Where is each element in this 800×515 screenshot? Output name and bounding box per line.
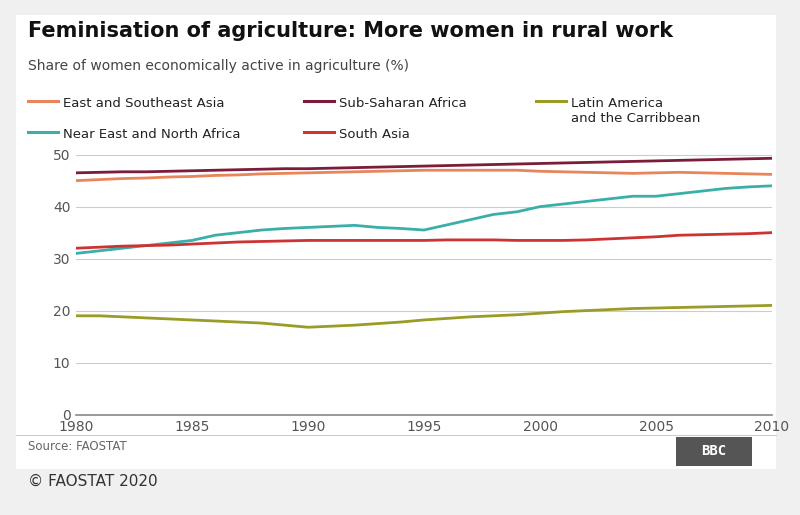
- Text: Near East and North Africa: Near East and North Africa: [63, 128, 241, 141]
- Text: Sub-Saharan Africa: Sub-Saharan Africa: [339, 97, 467, 110]
- Text: South Asia: South Asia: [339, 128, 410, 141]
- Text: Share of women economically active in agriculture (%): Share of women economically active in ag…: [28, 59, 409, 73]
- Text: Feminisation of agriculture: More women in rural work: Feminisation of agriculture: More women …: [28, 21, 673, 41]
- Text: East and Southeast Asia: East and Southeast Asia: [63, 97, 225, 110]
- Text: Latin America
and the Carribbean: Latin America and the Carribbean: [571, 97, 701, 125]
- Text: Source: FAOSTAT: Source: FAOSTAT: [28, 440, 126, 453]
- Text: © FAOSTAT 2020: © FAOSTAT 2020: [28, 474, 158, 489]
- Text: BBC: BBC: [702, 444, 726, 458]
